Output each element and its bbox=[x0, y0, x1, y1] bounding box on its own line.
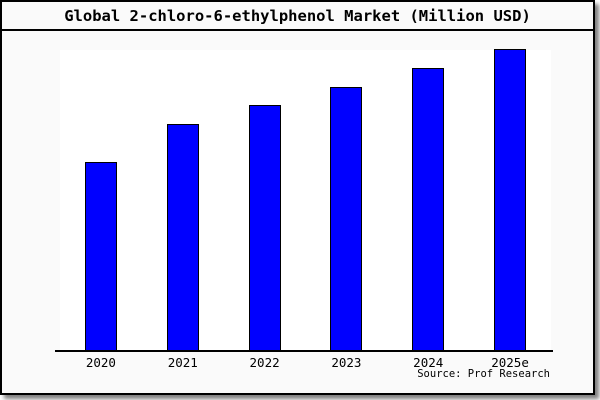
bar-2020 bbox=[84, 161, 117, 350]
x-tick-label-2022: 2022 bbox=[249, 355, 280, 370]
chart-frame: Global 2-chloro-6-ethylphenol Market (Mi… bbox=[0, 0, 595, 395]
bar-slot-2020 bbox=[60, 50, 142, 350]
x-axis-ticks: 2020 2021 2022 2023 2024 2025e bbox=[60, 355, 551, 370]
chart-title: Global 2-chloro-6-ethylphenol Market (Mi… bbox=[64, 6, 531, 25]
bar-slot-2023 bbox=[305, 50, 387, 350]
x-tick-label-2025e: 2025e bbox=[491, 355, 529, 370]
chart-title-bar: Global 2-chloro-6-ethylphenol Market (Mi… bbox=[2, 2, 593, 31]
x-tick-label-2024: 2024 bbox=[413, 355, 444, 370]
source-attribution: Source: Prof Research bbox=[417, 368, 550, 380]
plot-area bbox=[60, 49, 551, 350]
bar-2022 bbox=[248, 105, 281, 350]
x-axis-line bbox=[55, 350, 553, 352]
x-tick-label-2021: 2021 bbox=[167, 355, 198, 370]
bar-2021 bbox=[166, 124, 199, 350]
x-tick-label-2023: 2023 bbox=[331, 355, 362, 370]
x-tick-label-2020: 2020 bbox=[85, 355, 116, 370]
bar-2024 bbox=[412, 67, 445, 350]
bar-slot-2025e bbox=[469, 49, 551, 350]
bar-slot-2021 bbox=[142, 50, 224, 350]
bar-2023 bbox=[330, 86, 363, 350]
bar-slot-2024 bbox=[387, 50, 469, 350]
bar-2025e bbox=[494, 49, 527, 350]
bar-slot-2022 bbox=[224, 50, 306, 350]
